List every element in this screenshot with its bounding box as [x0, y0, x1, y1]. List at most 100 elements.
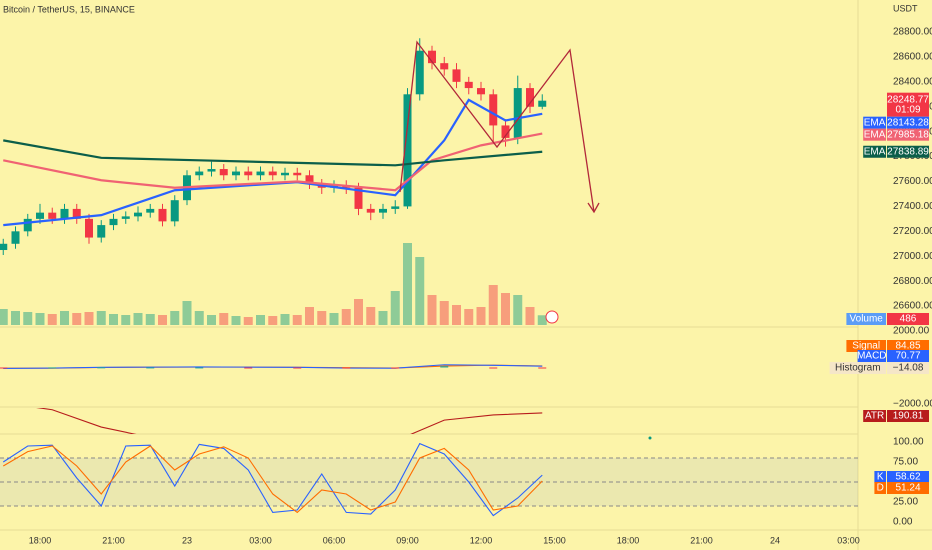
label-name: EMA: [864, 146, 886, 157]
label-value-box: [887, 410, 929, 422]
line: [3, 132, 543, 192]
panel: [0, 38, 547, 255]
volume-bar: [329, 313, 339, 325]
histogram-bar: [48, 367, 57, 369]
label-value-box: [887, 128, 929, 141]
axis-label: D 51.24: [874, 482, 929, 494]
volume-bar: [145, 314, 155, 325]
histogram-bar: [538, 367, 547, 369]
label-value: 28143.28: [887, 117, 929, 128]
label-name: Volume: [850, 314, 884, 325]
label-value: 51.24: [895, 483, 920, 494]
candle-body: [195, 171, 204, 176]
x-tick-label: 24: [770, 535, 780, 545]
volume-bar: [133, 313, 143, 325]
panel: [0, 364, 547, 369]
label-value-box: [887, 340, 929, 352]
candle-body: [379, 208, 387, 213]
label-value: 486: [900, 314, 917, 325]
pattern-drawing: [399, 40, 595, 213]
x-tick-label: 15:00: [543, 535, 566, 545]
histogram-bar: [146, 367, 155, 369]
volume-bar: [292, 315, 302, 325]
label-name-box: [857, 350, 886, 362]
marker-dot: [648, 436, 652, 440]
label-name: Signal: [852, 341, 880, 352]
volume-bar: [501, 293, 510, 325]
y-tick-label: 27200.00: [893, 226, 932, 237]
volume-bar: [96, 311, 106, 325]
y-tick-label: 28800.00: [893, 27, 932, 38]
line: [36, 408, 543, 434]
x-tick-label: 03:00: [249, 535, 272, 545]
x-tick-label: 18:00: [29, 535, 52, 545]
y-tick-label: −2000.00: [893, 399, 932, 410]
volume-bar: [366, 307, 376, 325]
volume-bar: [170, 311, 180, 325]
label-name-box: [863, 116, 886, 129]
volume-bar: [35, 313, 45, 325]
volume-bar: [305, 307, 314, 325]
x-tick-label: 21:00: [690, 535, 713, 545]
label-name-box: [846, 340, 886, 352]
candle-body: [354, 187, 363, 209]
label-value-box: [887, 482, 929, 494]
histogram-bar: [195, 367, 204, 369]
axis-label: EMA 28143.28: [863, 116, 929, 129]
label-value-box: [887, 116, 929, 129]
candle-body: [146, 208, 155, 213]
volume-bar: [0, 309, 8, 325]
volume-bar: [243, 317, 253, 325]
candle-body: [477, 88, 485, 95]
candle-body: [244, 171, 253, 176]
line: [2, 445, 543, 514]
candle-body: [232, 171, 240, 176]
histogram-bar: [391, 367, 400, 369]
label-name-box: [874, 482, 886, 494]
line: [3, 139, 543, 167]
volume-bar: [488, 285, 498, 325]
candle-body: [293, 172, 302, 176]
candle-body: [60, 208, 69, 219]
label-name: MACD: [857, 351, 886, 362]
price-value: 28248.77: [887, 94, 929, 105]
volume-bar: [354, 299, 363, 325]
candle-body: [207, 169, 216, 172]
volume-bar: [439, 301, 449, 325]
volume-bar: [476, 307, 486, 325]
volume-bar: [158, 315, 167, 325]
label-value: 27985.18: [887, 129, 929, 140]
candle-body: [170, 200, 179, 222]
histogram-bar: [244, 367, 253, 369]
candle-body: [72, 208, 81, 219]
candle-body: [121, 216, 130, 219]
volume-bar: [72, 313, 82, 325]
y-tick-label: 75.00: [893, 457, 918, 468]
volume-bar: [513, 295, 523, 325]
y-tick-label: 2000.00: [893, 326, 930, 337]
y-tick-label: 0.00: [893, 517, 913, 528]
volume-bar: [23, 312, 33, 325]
volume-bar: [378, 311, 388, 325]
volume-bar: [268, 316, 278, 325]
volume-bar: [403, 243, 412, 325]
histogram-bar: [0, 367, 8, 369]
label-value-box: [887, 362, 929, 374]
histogram-bar: [489, 367, 498, 369]
alert-icon[interactable]: [545, 310, 559, 324]
volume-bar: [537, 315, 547, 325]
line: [3, 364, 543, 369]
label-name: K: [877, 472, 884, 483]
x-tick-label: 06:00: [323, 535, 346, 545]
candle-body: [158, 208, 167, 222]
volume-bar: [390, 291, 400, 325]
x-tick-label: 18:00: [617, 535, 640, 545]
y-tick-label: 27600.00: [893, 176, 932, 187]
candle-body: [526, 88, 534, 107]
plot: [0, 38, 858, 517]
axis-label: Signal 84.85: [846, 340, 929, 352]
panel: [2, 442, 543, 517]
volume-bar: [84, 312, 94, 325]
volume-bar: [525, 307, 535, 325]
